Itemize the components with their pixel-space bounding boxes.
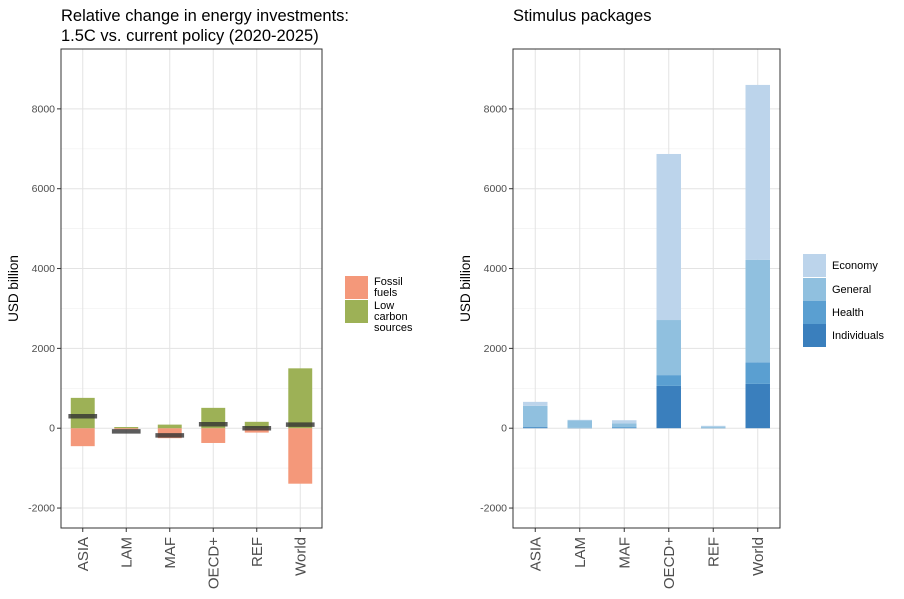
legend-key-low-carbon [345, 300, 368, 323]
energy-bar-low-carbon-sources-world [288, 368, 313, 429]
energy-bar-low-carbon-sources-maf [157, 424, 182, 429]
stimulus-bar-general-lam [567, 420, 592, 428]
stimulus-bar-general-oecd [656, 320, 681, 376]
legend-item-general: General [803, 278, 871, 301]
stimulus-bar-economy-world [745, 84, 770, 260]
stimulus-x-tick-label-ref: REF [705, 537, 722, 567]
stimulus-bar-general-world [745, 259, 770, 363]
energy-y-tick-label: 4000 [32, 263, 56, 275]
stimulus-bar-general-asia [523, 405, 548, 428]
stimulus-bar-health-maf [612, 427, 637, 428]
stimulus-bar-health-world [745, 362, 770, 384]
energy-bar-fossil-fuels-oecd [201, 428, 226, 443]
legend-label-economy: Economy [832, 260, 878, 272]
energy-bar-fossil-fuels-lam [114, 428, 139, 430]
stimulus-panel-border [512, 48, 781, 529]
energy-y-tick-label: 0 [49, 423, 55, 435]
legend-item-low-carbon: Low carbon sources [345, 300, 413, 334]
legend-key-health [803, 301, 826, 324]
energy-bar-fossil-fuels-asia [70, 428, 95, 447]
stimulus-x-tick-label-asia: ASIA [527, 537, 544, 571]
energy-y-tick-label: -2000 [28, 503, 55, 515]
legend-label-general: General [832, 284, 872, 296]
stimulus-bar-economy-asia [523, 401, 548, 406]
energy-x-tick-label-asia: ASIA [75, 537, 92, 571]
energy-bar-fossil-fuels-world [288, 428, 313, 484]
stimulus-y-tick-label: 2000 [484, 343, 508, 355]
legend-key-fossil-fuels [345, 276, 368, 299]
stimulus-y-tick-label: 6000 [484, 183, 508, 195]
energy-y-tick-label: 2000 [32, 343, 56, 355]
stimulus-x-tick-label-world: World [750, 537, 767, 576]
legend-label-low-carbon: Low carbon sources [374, 300, 413, 334]
legend-item-economy: Economy [803, 254, 878, 277]
energy-bar-low-carbon-sources-lam [114, 427, 139, 429]
legend-key-economy [803, 254, 826, 277]
stimulus-bar-general-ref [701, 426, 726, 428]
stimulus-y-axis-label: USD billion [458, 255, 473, 322]
stimulus-y-tick-label: 4000 [484, 263, 508, 275]
right-chart-title: Stimulus packages [513, 7, 652, 25]
legend-label-individuals: Individuals [832, 330, 884, 342]
energy-x-tick-label-lam: LAM [118, 537, 135, 568]
energy-y-axis-label: USD billion [6, 255, 21, 322]
legend-item-health: Health [803, 301, 864, 324]
energy-x-tick-label-maf: MAF [162, 537, 179, 569]
stimulus-bar-economy-ref [701, 425, 726, 427]
stimulus-y-tick-label: 8000 [484, 103, 508, 115]
energy-bar-low-carbon-sources-asia [70, 397, 95, 429]
stimulus-bar-health-oecd [656, 375, 681, 386]
stimulus-x-tick-label-lam: LAM [572, 537, 589, 568]
stimulus-bar-individuals-asia [523, 427, 548, 429]
stimulus-bar-economy-oecd [656, 153, 681, 321]
stimulus-bar-individuals-oecd [656, 385, 681, 429]
legend-item-fossil-fuels: Fossil fuels [345, 276, 403, 299]
legend-item-individuals: Individuals [803, 324, 884, 347]
stimulus-y-tick-label: -2000 [480, 503, 507, 515]
stimulus-bar-general-maf [612, 423, 637, 428]
legend-label-health: Health [832, 307, 864, 319]
energy-x-tick-label-ref: REF [249, 537, 266, 567]
energy-bar-low-carbon-sources-ref [244, 421, 269, 429]
stimulus-bar-economy-maf [612, 420, 637, 424]
left-chart-title: Relative change in energy investments: 1… [61, 7, 349, 45]
energy-y-tick-label: 6000 [32, 183, 56, 195]
legend-key-general [803, 278, 826, 301]
energy-y-tick-label: 8000 [32, 103, 56, 115]
legend-label-fossil-fuels: Fossil fuels [374, 276, 403, 299]
stimulus-y-tick-label: 0 [501, 423, 507, 435]
stimulus-x-tick-label-maf: MAF [616, 537, 633, 569]
energy-x-tick-label-world: World [292, 537, 309, 576]
energy-panel-border [60, 48, 323, 529]
energy-x-tick-label-oecd: OECD+ [205, 537, 222, 589]
stimulus-bar-individuals-world [745, 383, 770, 429]
stimulus-x-tick-label-oecd: OECD+ [661, 537, 678, 589]
legend-key-individuals [803, 324, 826, 347]
